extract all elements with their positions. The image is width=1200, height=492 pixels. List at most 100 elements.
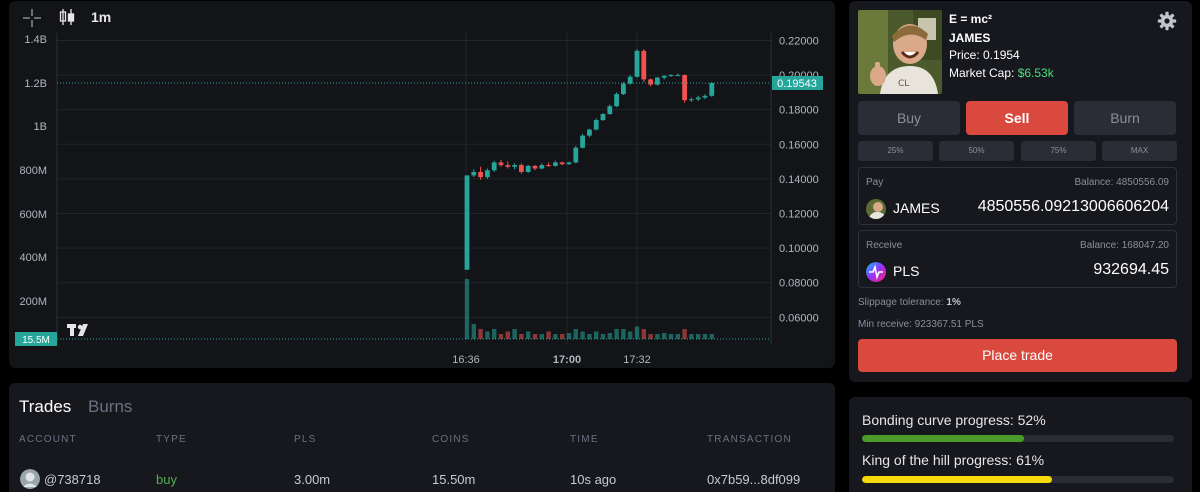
volume-bar — [492, 329, 497, 339]
candle — [627, 76, 633, 84]
candle — [539, 165, 545, 169]
candle — [519, 165, 524, 172]
volume-bar — [689, 334, 694, 339]
col-account: ACCOUNT — [19, 434, 77, 445]
candle — [532, 165, 538, 169]
receive-coin-name: PLS — [893, 263, 920, 279]
candle — [648, 79, 653, 85]
place-trade-button[interactable]: Place trade — [858, 339, 1177, 372]
volume-tick-label: 400M — [19, 252, 47, 264]
candle — [573, 147, 579, 163]
candle — [607, 106, 613, 114]
token-image: CL — [858, 10, 942, 94]
candle — [668, 75, 674, 77]
volume-bar — [628, 331, 633, 339]
min-receive: Min receive: 923367.51 PLS — [858, 319, 984, 330]
trades-panel: Trades Burns ACCOUNT TYPE PLS COINS TIME… — [9, 383, 835, 492]
market-cap-label: Market Cap: — [949, 66, 1018, 80]
current-price-badge: 0.19543 — [772, 75, 823, 90]
price-tick-label: 0.06000 — [779, 312, 819, 324]
volume-bar — [702, 334, 708, 339]
buy-tab-button[interactable]: Buy — [858, 101, 960, 135]
pls-coin-icon — [866, 262, 886, 282]
volume-bar — [621, 329, 626, 339]
percent-75-button[interactable]: 75% — [1021, 141, 1096, 161]
pay-box[interactable]: Pay Balance: 4850556.09 JAMES 4850556.09… — [858, 167, 1177, 225]
volume-bar — [682, 329, 687, 339]
trade-panel: CL E = mc² JAMES Price: 0.1954 Market Ca… — [849, 1, 1192, 382]
volume-bar — [696, 334, 701, 339]
candle — [621, 83, 626, 95]
volume-bar — [478, 329, 483, 339]
volume-bar — [600, 334, 606, 339]
volume-bar — [580, 331, 585, 339]
price-tick-label: 0.10000 — [779, 243, 819, 255]
candle — [702, 95, 708, 98]
volume-bar — [498, 334, 504, 339]
percent-50-button[interactable]: 50% — [939, 141, 1014, 161]
logo-part — [70, 324, 74, 336]
trade-account-link[interactable]: @738718 — [44, 472, 101, 487]
candle — [464, 175, 470, 270]
trade-transaction-link[interactable]: 0x7b59...8df099 — [707, 472, 801, 487]
volume-tick-label: 600M — [19, 209, 47, 221]
volume-bar — [464, 279, 470, 339]
volume-bar — [709, 334, 714, 339]
volume-bar — [662, 333, 667, 339]
volume-bar — [668, 334, 674, 339]
slippage-value: 1% — [946, 297, 961, 308]
percent-25-button[interactable]: 25% — [858, 141, 933, 161]
crosshair-icon[interactable] — [23, 9, 41, 27]
chart-grid — [57, 33, 771, 345]
candle — [491, 162, 497, 171]
pay-balance: Balance: 4850556.09 — [1074, 177, 1169, 188]
sell-tab-button[interactable]: Sell — [966, 101, 1068, 135]
bonding-curve-fill — [862, 435, 1025, 442]
candle — [709, 83, 715, 96]
gear-icon[interactable] — [1157, 11, 1177, 31]
price-tick-label: 0.18000 — [779, 105, 819, 117]
candle — [498, 162, 504, 166]
bonding-curve-track — [862, 435, 1174, 442]
slippage-tolerance[interactable]: Slippage tolerance: 1% — [858, 297, 961, 308]
market-cap-value: $6.53k — [1017, 66, 1054, 80]
chart-toolbar: 1m — [9, 1, 835, 33]
receive-balance: Balance: 168047.20 — [1080, 240, 1169, 251]
percent-max-button[interactable]: MAX — [1102, 141, 1177, 161]
candle — [546, 165, 551, 167]
col-pls: PLS — [294, 434, 317, 445]
candle — [580, 135, 585, 148]
candle — [634, 50, 640, 77]
candlestick-icon[interactable] — [59, 8, 75, 26]
burn-tab-button[interactable]: Burn — [1074, 101, 1176, 135]
volume-tick-label: 1B — [34, 121, 47, 133]
volume-tick-label: 1.4B — [24, 34, 47, 46]
candle — [614, 94, 619, 107]
volume-tick-label: 200M — [19, 296, 47, 308]
candle — [566, 162, 572, 165]
pay-amount-input[interactable]: 4850556.09213006606204 — [977, 198, 1169, 215]
volume-bar — [546, 331, 551, 339]
col-coins: COINS — [432, 434, 470, 445]
price-tick-label: 0.22000 — [779, 35, 819, 47]
king-of-hill-label: King of the hill progress: 61% — [862, 452, 1045, 468]
tab-burns[interactable]: Burns — [88, 397, 133, 416]
trade-pls: 3.00m — [294, 472, 331, 487]
volume-bar — [532, 334, 538, 339]
trade-type: buy — [156, 472, 177, 487]
volume-bar — [526, 331, 531, 339]
volume-bar — [675, 334, 680, 339]
col-transaction: TRANSACTION — [707, 434, 792, 445]
candle — [559, 162, 565, 165]
volume-bar — [505, 331, 510, 339]
token-price: Price: 0.1954 — [949, 48, 1020, 62]
token-name: E = mc² — [949, 12, 993, 26]
candle — [525, 165, 531, 172]
market-cap: Market Cap: $6.53k — [949, 66, 1054, 80]
tab-trades[interactable]: Trades — [19, 397, 72, 416]
interval-selector[interactable]: 1m — [91, 9, 112, 25]
candlestick-chart[interactable]: 0.220000.200000.180000.160000.140000.120… — [9, 33, 835, 368]
volume-bar — [485, 331, 490, 339]
price-tick-label: 0.08000 — [779, 278, 819, 290]
volume-bar — [560, 334, 565, 339]
